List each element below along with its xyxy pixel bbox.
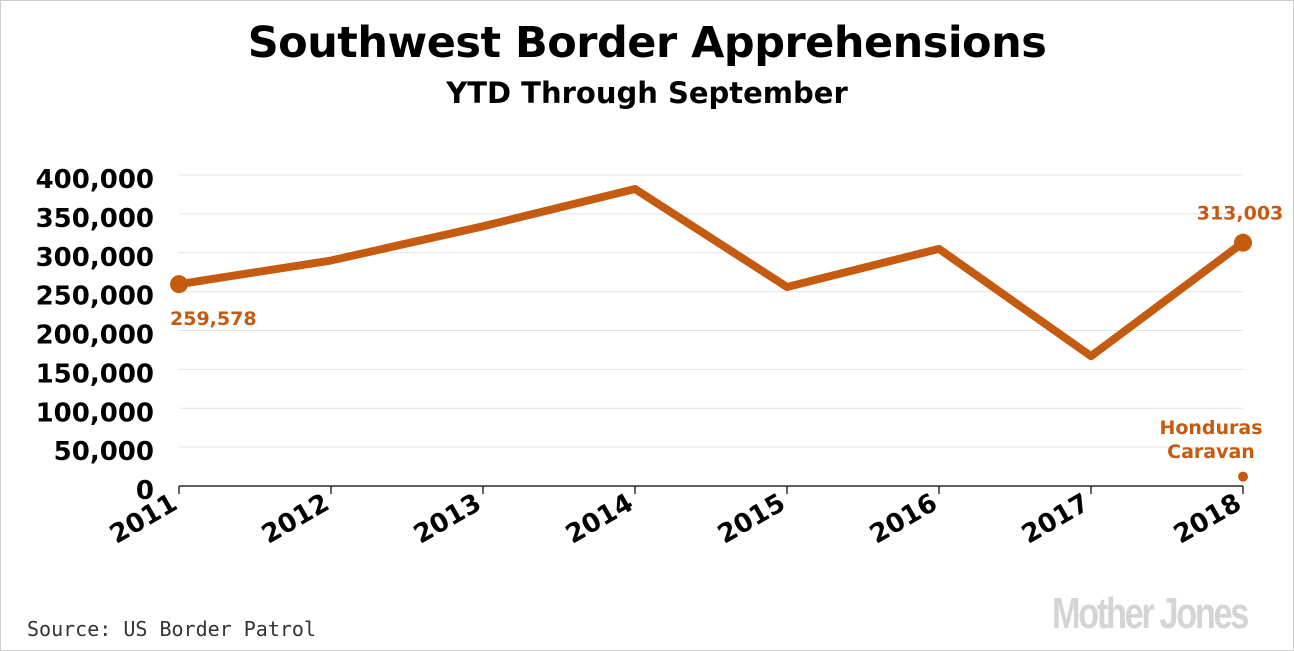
x-tick-label: 2016 xyxy=(865,488,943,550)
data-label-first: 259,578 xyxy=(170,308,257,330)
data-point-last xyxy=(1234,233,1252,252)
chart-subtitle: YTD Through September xyxy=(446,76,848,110)
y-tick-label: 50,000 xyxy=(54,437,154,467)
y-tick-label: 250,000 xyxy=(36,282,154,312)
y-tick-label: 150,000 xyxy=(36,359,154,389)
x-tick-label: 2013 xyxy=(409,488,487,550)
x-axis-tick-labels: 2011 2012 2013 2014 2015 2016 2017 2018 xyxy=(105,488,1247,550)
annotation-label: Caravan xyxy=(1167,441,1255,463)
source-note: Source: US Border Patrol xyxy=(27,617,316,641)
y-tick-label: 350,000 xyxy=(36,204,154,234)
y-tick-label: 200,000 xyxy=(36,321,154,351)
series-line xyxy=(170,184,1252,361)
data-label-last: 313,003 xyxy=(1197,203,1284,225)
y-tick-label: 300,000 xyxy=(36,243,154,273)
x-tick-label: 2018 xyxy=(1169,488,1247,550)
x-tick-label: 2014 xyxy=(561,488,639,550)
annotation-label: Honduras xyxy=(1159,417,1262,439)
annotation-marker xyxy=(1238,471,1248,482)
mother-jones-logo: Mother Jones xyxy=(1052,589,1249,638)
y-axis-tick-labels: 0 50,000 100,000 150,000 200,000 250,000 300,0… xyxy=(36,165,154,506)
y-tick-label: 400,000 xyxy=(36,165,154,195)
series-line-path xyxy=(175,184,1247,361)
data-point-first xyxy=(170,275,188,294)
y-tick-label: 0 xyxy=(136,476,154,506)
grid-lines xyxy=(179,174,1243,448)
x-axis xyxy=(178,485,1244,494)
x-tick-label: 2015 xyxy=(713,488,791,550)
y-tick-label: 100,000 xyxy=(36,398,154,428)
x-tick-label: 2012 xyxy=(257,488,335,550)
x-tick-label: 2017 xyxy=(1017,488,1095,550)
chart-title: Southwest Border Apprehensions xyxy=(247,18,1047,68)
